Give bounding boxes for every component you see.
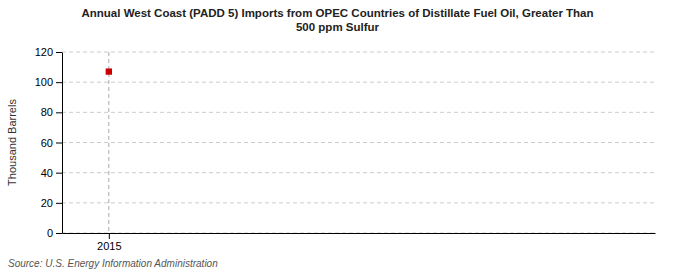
tick-mark [56, 112, 62, 113]
title-line: Annual West Coast (PADD 5) Imports from … [81, 7, 593, 19]
tick-mark [56, 173, 62, 174]
tick: 40 [41, 167, 62, 179]
grid [62, 52, 655, 233]
tick-label: 20 [41, 197, 53, 209]
tick-label: 2015 [97, 240, 121, 252]
tick-label: 0 [47, 227, 53, 239]
source: Source: U.S. Energy Information Administ… [8, 258, 218, 269]
tick: 60 [41, 137, 62, 149]
tick: 120 [35, 46, 62, 58]
grid-line [62, 142, 655, 143]
tick: 0 [47, 227, 62, 239]
axis-line [62, 53, 63, 234]
tick-label: 60 [41, 137, 53, 149]
grid-line [62, 52, 655, 53]
tick-label: 40 [41, 167, 53, 179]
tick-label: 120 [35, 46, 53, 58]
point [106, 68, 112, 74]
tick: 2015 [97, 233, 121, 252]
tick-mark [56, 82, 62, 83]
title: Annual West Coast (PADD 5) Imports from … [81, 7, 593, 33]
grid-line [62, 172, 655, 173]
title-line: 500 ppm Sulfur [296, 21, 380, 33]
grid-line [62, 233, 655, 234]
tick-label: 100 [35, 76, 53, 88]
x-axis: 2015 [63, 233, 656, 252]
chart: 2015 0 20 40 60 80 100 120 Thousand Barrels Annua… [0, 0, 675, 275]
tick-mark [56, 143, 62, 144]
tick-mark [56, 233, 62, 234]
grid-line [62, 82, 655, 83]
tick-label: 80 [41, 106, 53, 118]
tick: 80 [41, 106, 62, 118]
grid-line [62, 112, 655, 113]
grid-line [62, 202, 655, 203]
tick-mark [56, 52, 62, 53]
data-area [106, 52, 112, 233]
tick-mark [56, 203, 62, 204]
y-axis-title: Thousand Barrels [6, 99, 18, 186]
reference-line [108, 52, 109, 233]
tick: 100 [35, 76, 62, 88]
y-axis: 0 20 40 60 80 100 120 [35, 46, 63, 239]
tick-mark [109, 233, 110, 239]
plot: 2015 0 20 40 60 80 100 120 [35, 46, 656, 252]
tick: 20 [41, 197, 62, 209]
axis-line [63, 233, 656, 234]
